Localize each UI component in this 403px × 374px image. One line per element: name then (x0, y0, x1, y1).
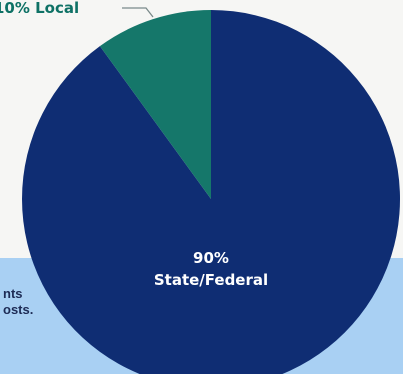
footer-caption-line1: nts (3, 286, 23, 301)
local-slice-label: 10% Local (0, 0, 79, 17)
pie-slice-local (99, 10, 211, 199)
local-leader-line (122, 7, 154, 18)
state-federal-name-label: State/Federal (154, 271, 268, 289)
pie-slice-state-federal (22, 10, 401, 374)
state-federal-percent-label: 90% (193, 249, 229, 267)
footer-caption-line2: osts. (3, 302, 34, 317)
footer-caption: nts osts. (3, 286, 33, 318)
